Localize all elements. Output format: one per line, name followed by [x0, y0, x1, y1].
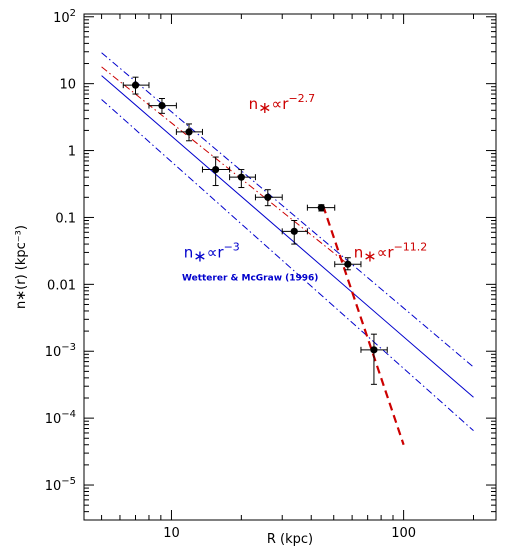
data-point	[281, 220, 308, 245]
label-prefix: n	[354, 244, 364, 262]
point-marker	[290, 227, 298, 235]
model-line-r-3-fit	[101, 75, 474, 398]
y-tick-base: 10	[53, 11, 70, 26]
power-law-label-fit: n∗∝r−3	[184, 241, 240, 266]
data-point	[122, 76, 150, 95]
label-proportional: ∝r	[377, 244, 395, 262]
label-proportional: ∝r	[207, 244, 225, 262]
label-proportional: ∝r	[272, 95, 290, 113]
y-axis-label: n∗(r) (kpc⁻³)	[14, 225, 29, 309]
y-tick-exponent: −4	[61, 409, 76, 420]
y-tick-base: 1	[68, 145, 76, 160]
label-exponent: −11.2	[394, 241, 428, 254]
model-line-r-11-2	[322, 205, 405, 446]
subscript-star: ∗	[193, 247, 206, 266]
model-line-r-3-upper	[101, 52, 474, 368]
subscript-star: ∗	[363, 247, 376, 266]
y-tick-label: 10−5	[45, 476, 76, 494]
label-prefix: n	[249, 95, 259, 113]
y-tick-label: 10−3	[45, 342, 76, 360]
point-marker	[158, 101, 166, 110]
label-exponent: −2.7	[288, 92, 315, 105]
point-marker	[185, 128, 193, 136]
data-point	[254, 189, 283, 207]
y-tick-label: 1	[68, 145, 76, 160]
data-point	[201, 156, 231, 187]
point-marker	[370, 346, 378, 354]
data-point	[148, 98, 177, 114]
subscript-star: ∗	[258, 98, 271, 117]
y-tick-exponent: 2	[70, 8, 76, 19]
label-exponent: −3	[224, 241, 240, 254]
power-law-label-steeper: n∗∝r−11.2	[354, 241, 428, 266]
label-prefix: n	[184, 244, 194, 262]
point-marker	[317, 204, 325, 212]
y-tick-label: 10	[59, 78, 76, 93]
point-marker	[237, 173, 245, 181]
x-tick-label: 10	[163, 526, 180, 541]
y-tick-base: 0.1	[55, 211, 76, 226]
y-tick-exponent: −5	[61, 476, 76, 487]
y-tick-base: 10	[45, 479, 62, 494]
citation-label: Wetterer & McGraw (1996)	[182, 273, 318, 283]
y-tick-label: 0.1	[55, 211, 76, 226]
data-point	[306, 204, 336, 212]
point-marker	[264, 193, 272, 201]
model-line-r-3-lower	[101, 99, 474, 432]
point-marker	[131, 81, 140, 89]
y-tick-base: 10	[45, 345, 62, 360]
point-marker	[212, 165, 220, 174]
point-marker	[344, 260, 352, 268]
data-point	[360, 333, 388, 385]
y-tick-exponent: −3	[61, 342, 76, 353]
y-tick-base: 0.01	[47, 278, 76, 293]
y-tick-base: 10	[59, 78, 76, 93]
data-point	[175, 123, 203, 142]
x-axis-label: R (kpc)	[267, 532, 313, 547]
power-law-label-steep: n∗∝r−2.7	[249, 92, 316, 117]
plot-frame	[83, 13, 497, 521]
data-points	[122, 76, 388, 385]
y-tick-base: 10	[45, 412, 62, 427]
data-point	[229, 169, 256, 189]
y-tick-label: 10−4	[45, 409, 76, 427]
x-tick-label: 100	[391, 526, 416, 541]
y-tick-label: 0.01	[47, 278, 76, 293]
y-tick-label: 102	[53, 8, 76, 26]
data-point	[334, 257, 362, 271]
